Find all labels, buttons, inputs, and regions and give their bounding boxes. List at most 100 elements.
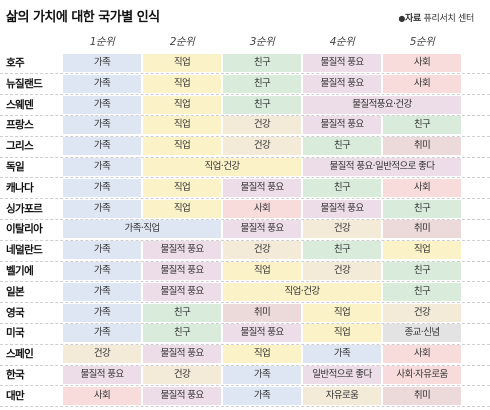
rank-cell: 사회·자유로움 xyxy=(383,366,461,384)
rank-cell: 물질적 풍요·일반적으로 좋다 xyxy=(303,158,461,176)
rank-cell: 취미 xyxy=(383,220,461,239)
rank-cell: 친구 xyxy=(383,116,461,135)
table-row: 호주 가족 직업 친구 물질적 풍요 사회 xyxy=(0,53,490,73)
rank-cell: 가족 xyxy=(223,386,301,405)
rank-cell: 친구 xyxy=(303,137,381,156)
rank-cell: 건강 xyxy=(143,366,221,384)
rank-cell: 건강 xyxy=(63,345,141,364)
row-divider xyxy=(0,385,490,387)
rank-cell: 사회 xyxy=(383,345,461,364)
rank-cell: 물질적 풍요 xyxy=(303,54,381,72)
country-label: 스웨덴 xyxy=(6,98,34,111)
rank-cell: 직업 xyxy=(143,95,221,114)
rank-header-2: 2순위 xyxy=(169,36,195,48)
rank-cell: 친구 xyxy=(223,54,301,72)
table-row: 벨기에 가족 물질적 풍요 직업 건강 친구 xyxy=(0,261,490,281)
country-label: 네덜란드 xyxy=(6,244,43,257)
rank-cell: 물질적풍요·건강 xyxy=(303,95,461,114)
country-label: 대만 xyxy=(6,389,25,402)
rank-cell: 종교·신념 xyxy=(383,324,461,343)
rank-cell: 직업 xyxy=(143,54,221,72)
rank-cell: 가족 xyxy=(63,95,141,114)
rank-cell: 직업 xyxy=(223,345,301,364)
table-row: 싱가포르 가족 직업 사회 물질적 풍요 친구 xyxy=(0,199,490,219)
table-row: 영국 가족 친구 취미 직업 건강 xyxy=(0,303,490,323)
rank-cell: 가족 xyxy=(223,366,301,384)
rank-cell: 물질적 풍요 xyxy=(143,262,221,280)
rank-cell: 직업 xyxy=(143,199,221,218)
rank-cell: 사회 xyxy=(63,386,141,405)
rank-cell: 가족 xyxy=(63,116,141,135)
row-divider xyxy=(0,73,490,75)
rank-cell: 물질적 풍요 xyxy=(303,74,381,93)
rank-cell: 사회 xyxy=(223,199,301,218)
rank-cell: 가족·직업 xyxy=(63,220,221,239)
rank-cell: 물질적 풍요 xyxy=(143,282,221,301)
rank-cell: 직업·건강 xyxy=(223,282,381,301)
rank-cell: 건강 xyxy=(303,220,381,239)
rank-cell: 친구 xyxy=(223,95,301,114)
rank-cell: 직업 xyxy=(223,262,301,280)
row-divider xyxy=(0,302,490,304)
row-divider xyxy=(0,364,490,366)
row-divider xyxy=(0,135,490,137)
country-label: 싱가포르 xyxy=(6,202,43,215)
table-row: 일본 가족 물질적 풍요 직업·건강 친구 xyxy=(0,282,490,302)
row-divider xyxy=(0,322,490,324)
rank-cell: 가족 xyxy=(63,303,141,322)
rank-cell: 건강 xyxy=(303,262,381,280)
rank-cell: 가족 xyxy=(63,54,141,72)
rank-cell: 취미 xyxy=(383,386,461,405)
rank-cell: 물질적 풍요 xyxy=(143,241,221,260)
source-name: 퓨리서치 센터 xyxy=(423,14,475,24)
rank-cell: 직업 xyxy=(143,74,221,93)
rank-header-row: 1순위 2순위 3순위 4순위 5순위 xyxy=(0,31,490,51)
country-label: 벨기에 xyxy=(6,265,34,277)
rank-header-3: 3순위 xyxy=(249,36,275,48)
rank-cell: 가족 xyxy=(63,178,141,197)
row-divider xyxy=(0,94,490,96)
table-row: 캐나다 가족 직업 물질적 풍요 친구 사회 xyxy=(0,178,490,198)
row-divider xyxy=(0,198,490,200)
country-label: 프랑스 xyxy=(6,119,34,132)
row-divider xyxy=(0,343,490,345)
rank-cell: 직업·건강 xyxy=(143,158,301,176)
table-row: 한국 물질적 풍요 건강 가족 일반적으로 좋다 사회·자유로움 xyxy=(0,365,490,385)
rank-cell: 취미 xyxy=(223,303,301,322)
rank-cell: 가족 xyxy=(63,282,141,301)
rank-cell: 가족 xyxy=(63,158,141,176)
row-divider xyxy=(0,239,490,241)
country-label: 미국 xyxy=(6,327,25,340)
rank-cell: 가족 xyxy=(303,345,381,364)
rank-cell: 직업 xyxy=(143,137,221,156)
rank-cell: 물질적 풍요 xyxy=(143,386,221,405)
rank-cell: 친구 xyxy=(303,178,381,197)
country-label: 일본 xyxy=(6,285,25,298)
row-divider xyxy=(0,177,490,179)
row-divider xyxy=(0,156,490,158)
rank-cell: 친구 xyxy=(143,324,221,343)
row-divider xyxy=(0,114,490,116)
rank-cell: 친구 xyxy=(383,199,461,218)
rank-cell: 사회 xyxy=(383,178,461,197)
rank-cell: 물질적 풍요 xyxy=(143,345,221,364)
rank-cell: 물질적 풍요 xyxy=(63,366,141,384)
country-label: 뉴질랜드 xyxy=(6,77,43,90)
rank-cell: 건강 xyxy=(223,137,301,156)
table-row: 독일 가족 직업·건강 물질적 풍요·일반적으로 좋다 xyxy=(0,157,490,177)
rank-cell: 직업 xyxy=(303,303,381,322)
rank-cell: 친구 xyxy=(383,262,461,280)
rank-cell: 가족 xyxy=(63,137,141,156)
country-label: 그리스 xyxy=(6,140,34,153)
table-row: 스웨덴 가족 직업 친구 물질적풍요·건강 xyxy=(0,95,490,115)
row-divider xyxy=(0,281,490,283)
rank-cell: 물질적 풍요 xyxy=(223,220,301,239)
rank-cell: 가족 xyxy=(63,199,141,218)
page-title: 삶의 가치에 대한 국가별 인식 xyxy=(6,10,160,25)
rank-cell: 건강 xyxy=(383,303,461,322)
rank-cell: 물질적 풍요 xyxy=(303,116,381,135)
table-row: 미국 가족 친구 물질적 풍요 직업 종교·신념 xyxy=(0,323,490,343)
table-row: 이탈리아 가족·직업 물질적 풍요 건강 취미 xyxy=(0,219,490,239)
table-row: 그리스 가족 직업 건강 친구 취미 xyxy=(0,136,490,156)
rank-cell: 직업 xyxy=(143,178,221,197)
